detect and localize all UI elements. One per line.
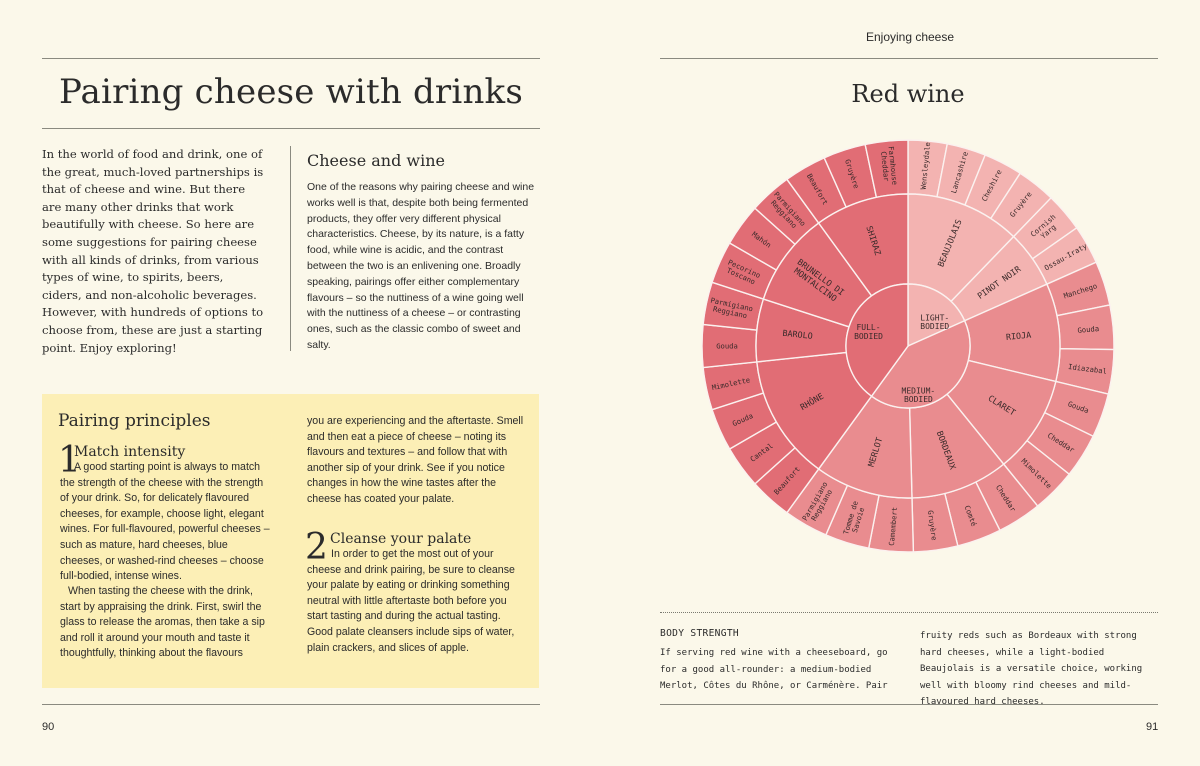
step-2-body: In order to get the most out of your che… <box>307 548 515 654</box>
chart-title: Red wine <box>851 80 965 108</box>
left-footer-rule <box>42 704 540 705</box>
column-divider <box>290 146 291 351</box>
wine-label: RIOJA <box>1006 330 1032 342</box>
body-strength-col-1: If serving red wine with a cheeseboard, … <box>660 648 888 692</box>
running-head: Enjoying cheese <box>865 30 955 44</box>
cheese-label: Gouda <box>716 342 738 351</box>
title-top-rule <box>42 58 540 59</box>
step-1-number: 1 <box>58 440 81 481</box>
body-strength-label: FULL-BODIED <box>854 323 883 341</box>
step-2-heading: Cleanse your palate <box>330 531 472 547</box>
step-2-number: 2 <box>305 527 328 568</box>
body-segment <box>845 283 910 398</box>
right-footer-rule <box>660 704 1158 705</box>
body-strength-dotted-rule <box>660 612 1158 613</box>
cheese-label: Gouda <box>1077 324 1099 335</box>
step-1-body: A good starting point is always to match… <box>60 461 270 583</box>
body-strength-label: MEDIUM-BODIED <box>902 386 936 404</box>
pairing-principles-heading: Pairing principles <box>58 411 211 431</box>
cheese-label: FarmhouseCheddar <box>879 146 900 187</box>
body-strength-col-2: fruity reds such as Bordeaux with strong… <box>920 631 1143 708</box>
step-1-heading: Match intensity <box>74 444 186 460</box>
pairing-principles-box <box>42 394 539 688</box>
right-top-rule <box>660 58 1158 59</box>
cheese-label: Camembert <box>887 507 899 547</box>
principles-column-2-text: you are experiencing and the aftertaste.… <box>307 415 524 505</box>
wheel-outline <box>701 139 1115 553</box>
red-wine-pairing-wheel: Wensleydale Lancashire CheshireGruyèreBEAU… <box>701 139 1115 553</box>
page-number-left: 90 <box>42 721 55 733</box>
cheese-and-wine-body: One of the reasons why pairing cheese an… <box>307 181 535 351</box>
title-bottom-rule <box>42 128 540 129</box>
step-1-body-continued: When tasting the cheese with the drink, … <box>60 585 265 660</box>
page-title: Pairing cheese with drinks <box>58 72 524 112</box>
body-strength-label: LIGHT-BODIED <box>920 313 949 331</box>
intro-paragraph: In the world of food and drink, one of t… <box>42 147 264 355</box>
page-number-right: 91 <box>1146 721 1159 733</box>
wine-label: BAROLO <box>782 328 813 341</box>
body-strength-label: BODY STRENGTH <box>660 628 739 639</box>
cheese-and-wine-heading: Cheese and wine <box>307 151 446 170</box>
cheese-label: Gruyère <box>926 510 939 541</box>
